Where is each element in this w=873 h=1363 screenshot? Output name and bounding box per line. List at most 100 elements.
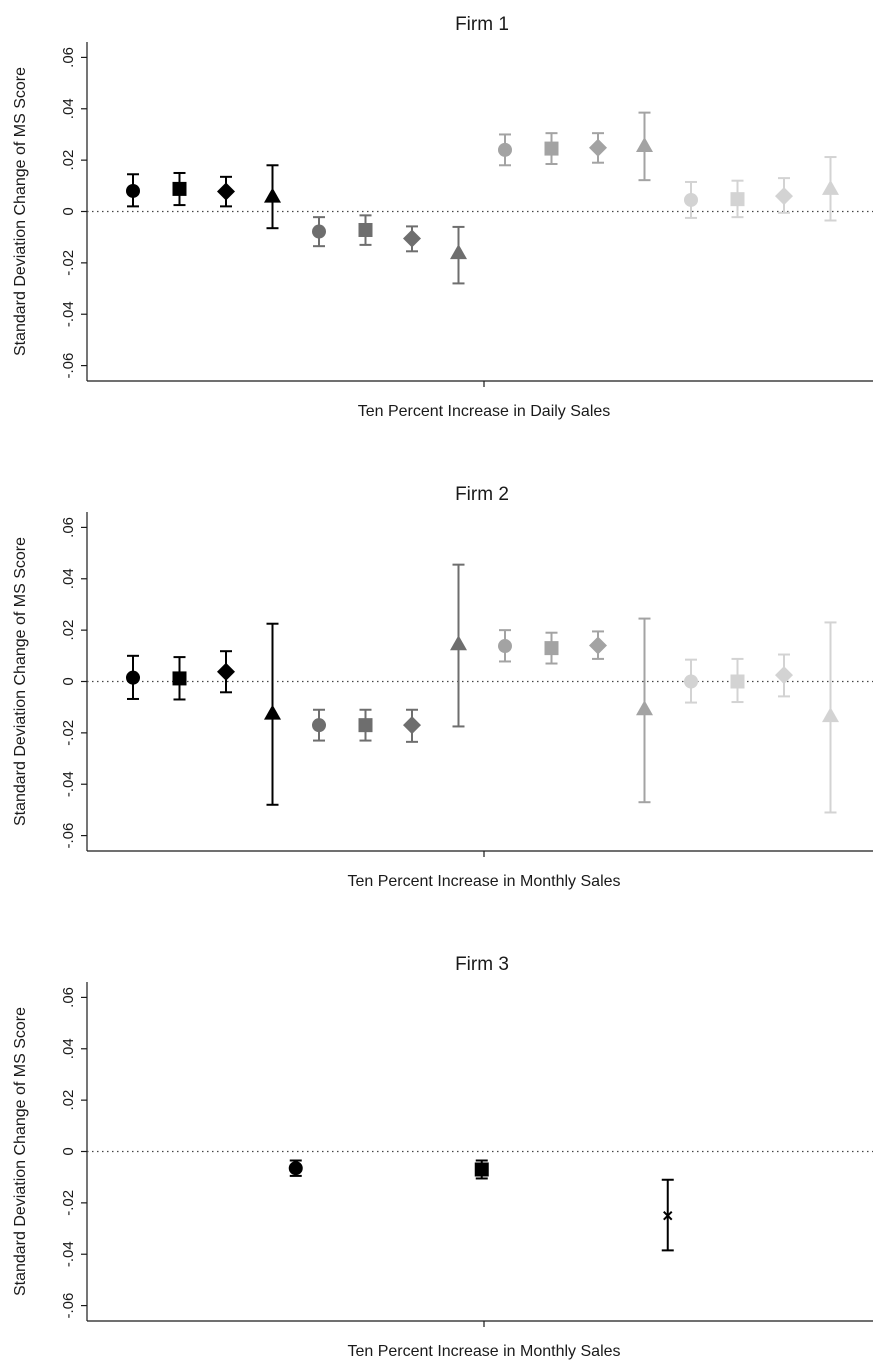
y-tick-label: .04 — [60, 98, 77, 119]
marker-square — [358, 718, 373, 733]
marker-triangle — [264, 187, 281, 203]
y-tick-label: .02 — [60, 620, 77, 641]
y-tick-label: .04 — [60, 1038, 77, 1059]
point-estimate-4 — [264, 164, 281, 230]
y-tick-label: .06 — [60, 517, 77, 538]
y-tick-label: -.06 — [60, 353, 77, 379]
x-axis-label: Ten Percent Increase in Monthly Sales — [347, 873, 620, 890]
point-estimate-11 — [589, 132, 607, 164]
point-estimate-1 — [126, 654, 140, 700]
point-estimate-15 — [775, 177, 793, 214]
chart-title: Firm 3 — [455, 954, 509, 975]
y-tick-label: .06 — [60, 47, 77, 68]
chart-panel-1: Firm 1 -.06 -.04 -.02 0 .02 .04 .06 Standard Dev… — [12, 14, 873, 420]
marker-diamond — [403, 229, 421, 248]
marker-circle — [684, 674, 698, 689]
marker-diamond — [775, 666, 793, 685]
y-tick-label: .02 — [60, 150, 77, 171]
marker-x — [663, 1210, 673, 1221]
point-estimate-8 — [450, 563, 467, 728]
marker-square — [172, 671, 187, 686]
y-tick-label: -.02 — [60, 720, 77, 746]
point-estimate-10 — [544, 132, 559, 165]
point-estimate-13 — [684, 180, 698, 219]
y-tick-label: .06 — [60, 987, 77, 1008]
marker-triangle — [264, 704, 281, 720]
marker-square — [474, 1162, 489, 1177]
y-axis-label: Standard Deviation Change of MS Score — [12, 1007, 29, 1296]
point-estimate-1 — [288, 1159, 303, 1177]
point-estimate-5 — [312, 708, 326, 742]
marker-triangle — [636, 137, 653, 153]
y-tick-label: -.02 — [60, 250, 77, 276]
point-estimate-13 — [684, 658, 698, 704]
y-tick-label: -.02 — [60, 1190, 77, 1216]
point-estimate-11 — [589, 630, 607, 660]
marker-circle — [498, 142, 512, 157]
marker-diamond — [775, 187, 793, 206]
chart-title: Firm 1 — [455, 14, 509, 35]
y-tick-label: -.04 — [60, 771, 77, 797]
y-tick-label: -.06 — [60, 823, 77, 849]
y-tick-label: .04 — [60, 568, 77, 589]
x-axis-label: Ten Percent Increase in Daily Sales — [358, 403, 611, 420]
chart-panel-3: Firm 3 -.06 -.04 -.02 0 .02 .04 .06 Standard Dev… — [12, 954, 873, 1360]
point-estimate-3 — [217, 650, 235, 694]
point-estimate-7 — [403, 708, 421, 743]
point-estimate-2 — [172, 656, 187, 701]
point-estimate-5 — [312, 216, 326, 248]
point-estimate-16 — [822, 621, 839, 814]
point-estimate-16 — [822, 156, 839, 222]
point-estimate-2 — [474, 1159, 489, 1180]
marker-circle — [498, 639, 512, 654]
chart-panel-2: Firm 2 -.06 -.04 -.02 0 .02 .04 .06 Standard Dev… — [12, 484, 873, 890]
y-tick-label: 0 — [60, 1147, 77, 1155]
marker-diamond — [589, 636, 607, 655]
y-tick-label: -.04 — [60, 1241, 77, 1267]
point-estimate-9 — [498, 629, 512, 663]
point-estimate-15 — [775, 653, 793, 698]
marker-triangle — [822, 179, 839, 195]
y-tick-label: .02 — [60, 1090, 77, 1111]
point-estimate-2 — [172, 171, 187, 207]
y-tick-label: -.06 — [60, 1293, 77, 1319]
marker-circle — [126, 670, 140, 685]
point-estimate-9 — [498, 133, 512, 167]
marker-triangle — [822, 707, 839, 723]
y-tick-label: -.04 — [60, 301, 77, 327]
point-estimate-10 — [544, 631, 559, 665]
marker-triangle — [450, 635, 467, 651]
marker-square — [544, 641, 559, 656]
marker-diamond — [217, 182, 235, 201]
marker-diamond — [589, 138, 607, 157]
point-estimate-6 — [358, 214, 373, 246]
point-estimate-4 — [264, 622, 281, 806]
point-estimate-3 — [661, 1178, 674, 1252]
point-estimate-12 — [636, 111, 653, 182]
marker-diamond — [403, 716, 421, 735]
point-estimate-6 — [358, 708, 373, 742]
marker-square — [544, 141, 559, 156]
marker-square — [172, 181, 187, 196]
point-estimate-8 — [450, 225, 467, 285]
marker-circle — [288, 1161, 303, 1176]
point-estimate-14 — [730, 657, 745, 704]
marker-circle — [312, 224, 326, 239]
marker-circle — [684, 192, 698, 207]
chart-title: Firm 2 — [455, 484, 509, 505]
point-estimate-14 — [730, 179, 745, 219]
point-estimate-12 — [636, 617, 653, 804]
y-tick-label: 0 — [60, 207, 77, 215]
y-axis-label: Standard Deviation Change of MS Score — [12, 67, 29, 356]
y-axis-label: Standard Deviation Change of MS Score — [12, 537, 29, 826]
point-estimate-7 — [403, 225, 421, 253]
marker-square — [358, 222, 373, 237]
marker-triangle — [636, 700, 653, 716]
y-tick-label: 0 — [60, 677, 77, 685]
marker-square — [730, 192, 745, 207]
marker-circle — [312, 718, 326, 733]
point-estimate-1 — [126, 173, 140, 208]
point-estimate-3 — [217, 175, 235, 208]
marker-circle — [126, 183, 140, 198]
